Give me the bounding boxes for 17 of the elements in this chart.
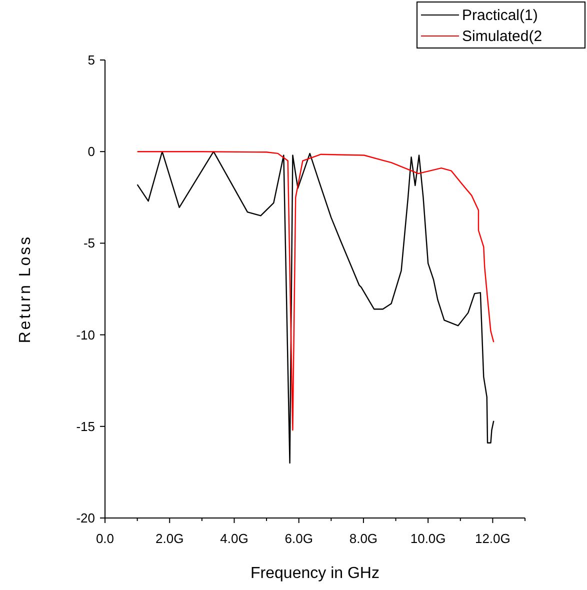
x-tick-label: 2.0G [156,531,184,546]
y-tick-label: -15 [76,418,95,434]
x-tick-label: 8.0G [349,531,378,546]
x-tick-label: 12.0G [474,531,510,546]
y-tick-label: -10 [76,327,95,342]
x-tick-label: 6.0G [284,531,313,546]
x-tick-label: 4.0G [220,531,248,546]
y-tick-label: -5 [83,236,95,251]
y-tick-label: -20 [76,510,95,526]
y-tick-label: 5 [88,52,95,68]
legend-label: Practical(1) [462,7,538,24]
x-tick-label: 0.0 [96,531,114,546]
y-tick-label: 0 [88,144,95,160]
legend-label: Simulated(2 [462,28,542,45]
x-axis-title: Frequency in GHz [250,565,380,582]
y-axis-title: Return Loss [17,234,34,344]
x-tick-label: 10.0G [410,531,446,546]
